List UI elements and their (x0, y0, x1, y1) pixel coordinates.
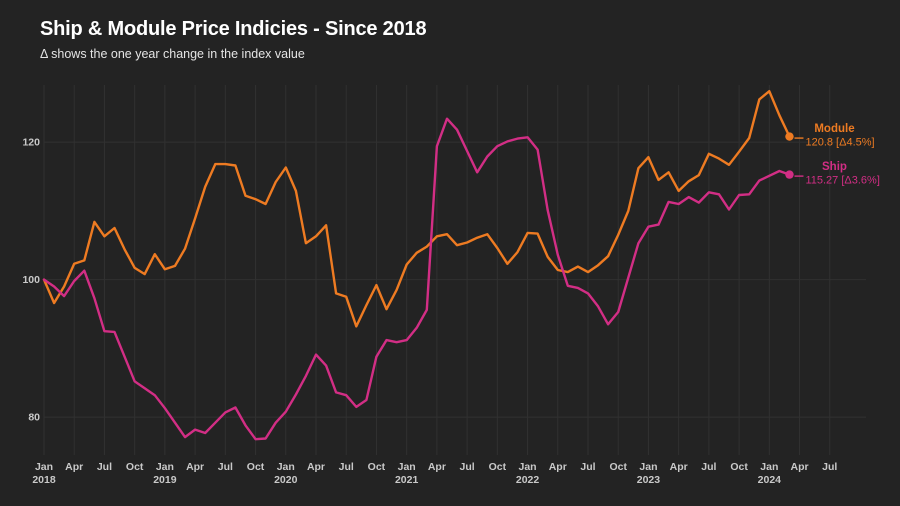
x-tick-label: Oct (489, 461, 507, 473)
series-value-label-module: 120.8 [Δ4.5%] (805, 137, 874, 149)
y-tick-label: 100 (22, 274, 40, 286)
x-tick-label: Jul (701, 461, 716, 473)
series-end-dot-module (785, 132, 794, 141)
y-tick-label: 80 (28, 412, 40, 424)
x-tick-label: Jan (639, 461, 657, 473)
x-tick-label: Apr (186, 461, 204, 473)
x-tick-year-label: 2023 (637, 474, 661, 486)
series-name-label-module: Module (814, 123, 854, 135)
x-tick-label: Jan (760, 461, 778, 473)
x-tick-label: Jan (398, 461, 416, 473)
x-tick-label: Oct (368, 461, 386, 473)
x-tick-label: Jul (339, 461, 354, 473)
x-tick-label: Jul (460, 461, 475, 473)
x-tick-label: Oct (247, 461, 265, 473)
x-tick-label: Jan (277, 461, 295, 473)
y-tick-label: 120 (22, 137, 40, 149)
x-tick-year-label: 2019 (153, 474, 177, 486)
x-tick-year-label: 2024 (758, 474, 782, 486)
x-tick-label: Apr (549, 461, 567, 473)
series-line-ship (42, 117, 791, 441)
x-tick-label: Apr (428, 461, 446, 473)
x-tick-label: Oct (730, 461, 748, 473)
x-tick-year-label: 2018 (32, 474, 56, 486)
x-tick-label: Jul (822, 461, 837, 473)
x-tick-label: Jul (218, 461, 233, 473)
x-tick-label: Oct (126, 461, 144, 473)
x-tick-label: Apr (791, 461, 809, 473)
x-tick-label: Jan (35, 461, 53, 473)
x-tick-label: Jan (519, 461, 537, 473)
x-tick-label: Apr (307, 461, 325, 473)
x-tick-label: Jul (580, 461, 595, 473)
series-name-label-ship: Ship (822, 161, 847, 173)
x-tick-year-label: 2020 (274, 474, 298, 486)
chart-title: Ship & Module Price Indicies - Since 201… (40, 18, 427, 40)
x-tick-label: Oct (609, 461, 627, 473)
series-end-dot-ship (785, 170, 794, 179)
series-value-label-ship: 115.27 [Δ3.6%] (805, 175, 879, 187)
x-tick-year-label: 2021 (395, 474, 419, 486)
x-tick-label: Apr (670, 461, 688, 473)
series-line-module (42, 89, 791, 328)
chart-subtitle: Δ shows the one year change in the index… (40, 47, 305, 61)
x-tick-label: Apr (65, 461, 83, 473)
x-tick-label: Jan (156, 461, 174, 473)
x-tick-year-label: 2022 (516, 474, 540, 486)
x-tick-label: Jul (97, 461, 112, 473)
